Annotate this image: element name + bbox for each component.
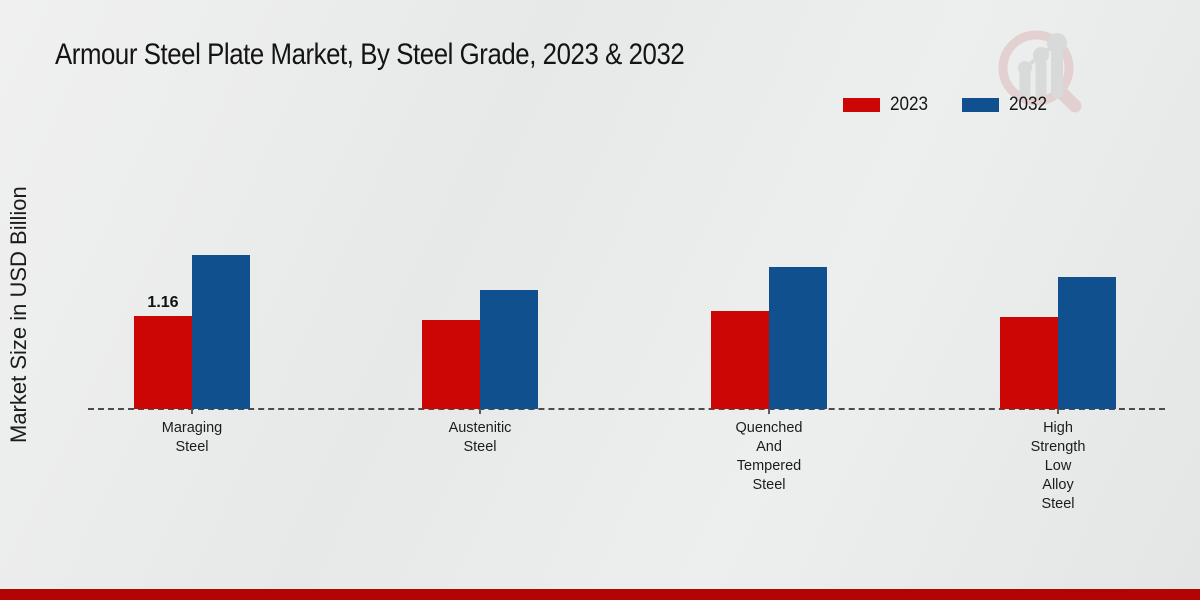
bar-2032-maraging-steel [192,255,250,409]
bar-2023-quenched-and-tempered-steel [711,311,769,409]
legend-label-2023: 2023 [890,94,929,115]
bar-2023-high-strength-low-alloy-steel [1000,317,1058,409]
chart-title: Armour Steel Plate Market, By Steel Grad… [55,38,685,71]
legend: 2023 2032 [843,94,1052,116]
bar-2023-austenitic-steel [422,320,480,409]
footer-accent-band [0,589,1200,600]
legend-swatch-2023 [843,98,880,112]
category-label: High Strength Low Alloy Steel [1030,420,1086,512]
x-axis-line [88,408,1165,410]
legend-swatch-2032 [962,98,1000,112]
x-axis-tick [1057,409,1059,414]
legend-label-2032: 2032 [1009,94,1048,115]
x-axis-tick [191,409,193,414]
legend-item-2023: 2023 [843,94,932,116]
magnifier-bar-chart-logo [990,22,1090,127]
x-axis-tick [479,409,481,414]
bar-2032-high-strength-low-alloy-steel [1058,277,1116,409]
category-label: Quenched And Tempered Steel [735,420,803,493]
category-label: Maraging Steel [161,420,223,455]
bar-value-label: 1.16 [147,294,179,311]
x-axis-tick [768,409,770,414]
bar-2032-austenitic-steel [480,290,538,409]
bar-2032-quenched-and-tempered-steel [769,267,827,409]
bar-2023-maraging-steel [134,316,192,409]
category-label: Austenitic Steel [448,420,512,455]
legend-item-2032: 2032 [962,94,1051,116]
